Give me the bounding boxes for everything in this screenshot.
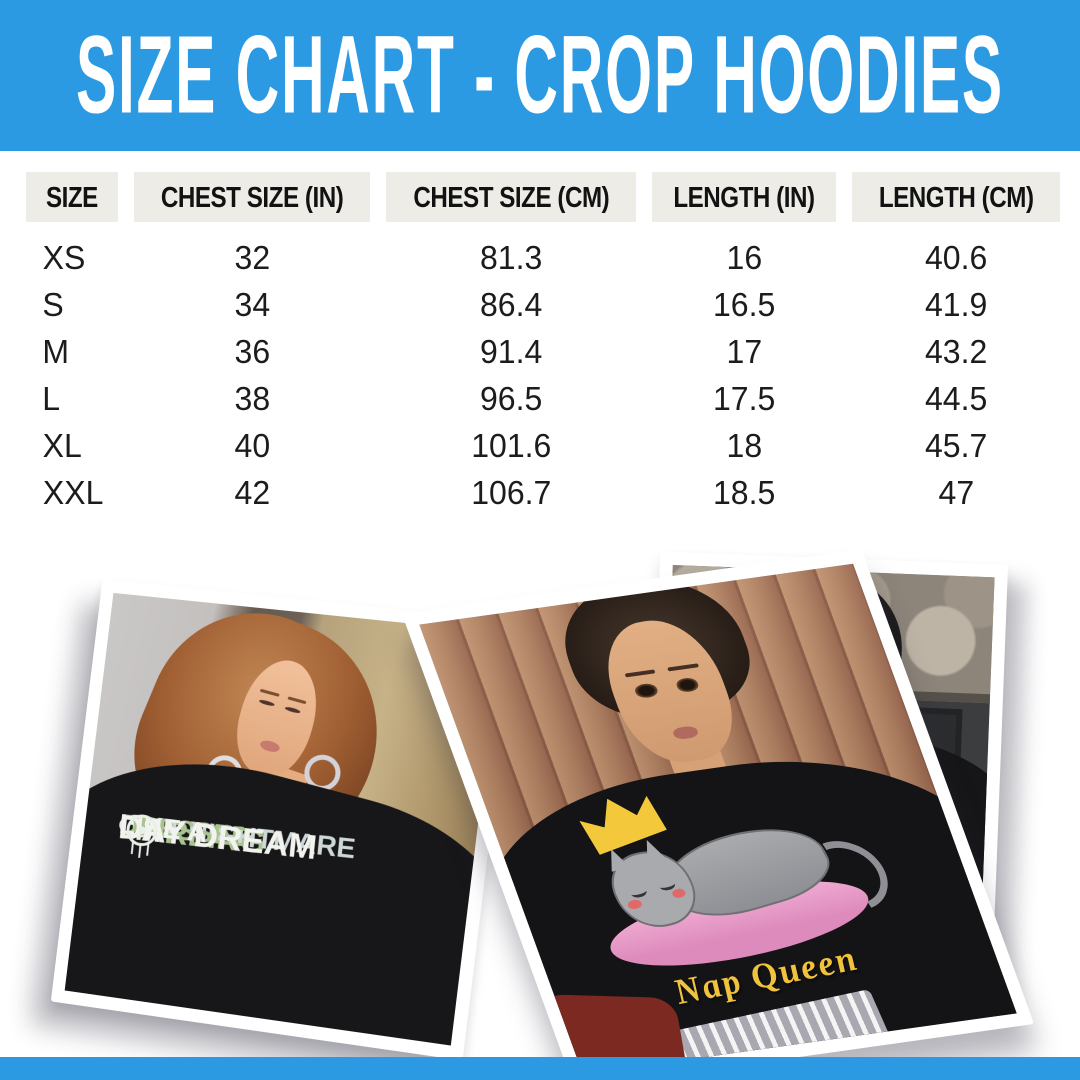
page-title: SIZE CHART - CROP HOODIES bbox=[76, 13, 1004, 137]
lips bbox=[671, 725, 700, 741]
lips bbox=[259, 738, 281, 755]
eye bbox=[284, 705, 301, 714]
cell-length-in: 17.5 bbox=[712, 379, 776, 417]
eye bbox=[258, 698, 276, 707]
column-header-chest-in: CHEST SIZE (IN) bbox=[134, 172, 370, 222]
header-banner: SIZE CHART - CROP HOODIES bbox=[0, 0, 1080, 151]
column-header-chest-cm: CHEST SIZE (CM) bbox=[386, 172, 636, 222]
cell-length-in: 16 bbox=[726, 238, 762, 276]
eye bbox=[633, 682, 660, 699]
cell-chest-cm: 101.6 bbox=[470, 426, 552, 464]
eye bbox=[674, 677, 701, 693]
eyebrow bbox=[667, 663, 700, 672]
cell-chest-cm: 86.4 bbox=[479, 285, 543, 323]
cell-chest-cm: 81.3 bbox=[479, 238, 543, 276]
cell-size: XXL bbox=[42, 473, 104, 511]
blush-mark-icon bbox=[626, 899, 644, 911]
cell-length-in: 17 bbox=[726, 332, 762, 370]
cell-length-cm: 44.5 bbox=[924, 379, 988, 417]
cell-chest-in: 32 bbox=[234, 238, 270, 276]
size-table: SIZE CHEST SIZE (IN) CHEST SIZE (CM) LEN… bbox=[0, 151, 1080, 516]
cell-chest-in: 42 bbox=[234, 473, 270, 511]
closed-eye-icon bbox=[628, 885, 649, 900]
cell-chest-in: 36 bbox=[234, 332, 270, 370]
cell-chest-in: 38 bbox=[234, 379, 270, 417]
cat-ear-icon bbox=[638, 838, 666, 863]
cell-size: XL bbox=[42, 426, 82, 464]
column-header-size: SIZE bbox=[26, 172, 118, 222]
cell-length-in: 16.5 bbox=[712, 285, 776, 323]
column-header-length-cm: LENGTH (CM) bbox=[852, 172, 1060, 222]
table-body: XS 32 81.3 16 40.6 S 34 86.4 16.5 41.9 M… bbox=[0, 234, 1080, 516]
eyebrow bbox=[260, 689, 280, 698]
cell-chest-in: 34 bbox=[234, 285, 270, 323]
cell-length-cm: 47 bbox=[938, 473, 974, 511]
table-header-row: SIZE CHEST SIZE (IN) CHEST SIZE (CM) LEN… bbox=[0, 172, 1080, 222]
cell-length-cm: 40.6 bbox=[924, 238, 988, 276]
cell-chest-cm: 96.5 bbox=[479, 379, 543, 417]
cell-length-cm: 41.9 bbox=[924, 285, 988, 323]
cell-length-cm: 45.7 bbox=[924, 426, 988, 464]
cell-length-in: 18 bbox=[726, 426, 762, 464]
cell-chest-in: 40 bbox=[234, 426, 270, 464]
cell-size: XS bbox=[42, 238, 86, 276]
cell-size: S bbox=[42, 285, 64, 323]
cell-length-in: 18.5 bbox=[712, 473, 776, 511]
eyebrow bbox=[287, 696, 307, 705]
cell-length-cm: 43.2 bbox=[924, 332, 988, 370]
column-header-length-in: LENGTH (IN) bbox=[652, 172, 836, 222]
cell-size: M bbox=[42, 332, 70, 370]
cell-size: L bbox=[42, 379, 61, 417]
cell-chest-cm: 106.7 bbox=[470, 473, 552, 511]
cell-chest-cm: 91.4 bbox=[479, 332, 543, 370]
eyebrow bbox=[624, 669, 656, 678]
blush-mark-icon bbox=[670, 888, 688, 900]
footer-bar bbox=[0, 1057, 1080, 1080]
